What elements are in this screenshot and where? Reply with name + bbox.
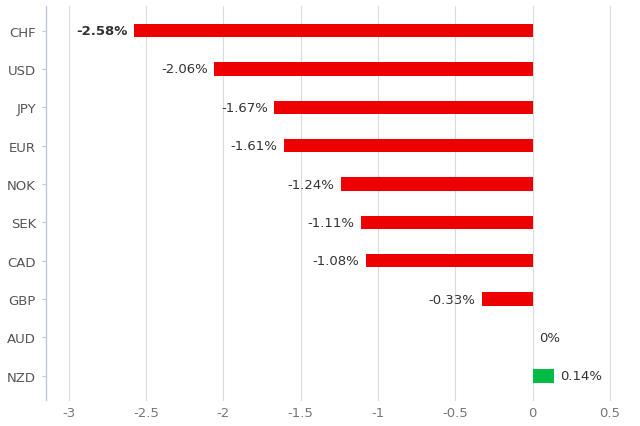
Text: -1.67%: -1.67% <box>221 101 268 115</box>
Bar <box>134 25 532 38</box>
Text: 0.14%: 0.14% <box>561 369 602 383</box>
Bar <box>341 178 532 191</box>
Text: -1.24%: -1.24% <box>288 178 335 191</box>
Bar <box>284 140 532 153</box>
Text: -2.58%: -2.58% <box>76 25 127 38</box>
Text: -1.61%: -1.61% <box>230 140 278 153</box>
Text: -1.08%: -1.08% <box>313 255 360 268</box>
Bar <box>275 101 532 115</box>
Text: -1.11%: -1.11% <box>308 216 355 229</box>
Bar <box>365 254 532 268</box>
Bar <box>361 216 532 230</box>
Text: -2.06%: -2.06% <box>161 63 208 76</box>
Text: -0.33%: -0.33% <box>429 293 476 306</box>
Text: 0%: 0% <box>539 331 560 344</box>
Bar <box>214 63 532 77</box>
Bar <box>532 369 554 383</box>
Bar <box>481 293 532 306</box>
